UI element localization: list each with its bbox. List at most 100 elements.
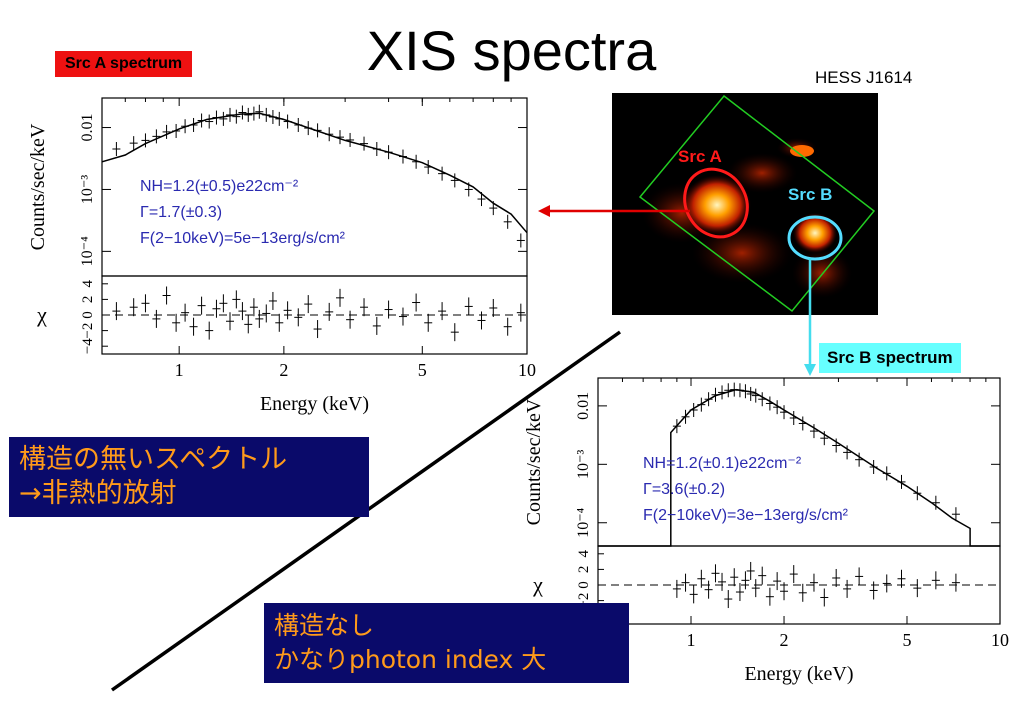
src-b-data-point (735, 383, 744, 398)
src-a-resid-point (181, 303, 190, 322)
src-b-ytick-label: 10⁻³ (575, 449, 592, 478)
src-a-resid-point (225, 312, 234, 331)
src-b-data-point (931, 495, 940, 510)
src-a-xlabel: Energy (keV) (260, 393, 369, 415)
src-b-data-point (773, 400, 782, 415)
src-a-resid-point (398, 307, 407, 326)
src-a-resid-point (313, 320, 322, 339)
src-b-data-point (897, 474, 906, 489)
src-a-data-point (424, 160, 433, 175)
src-b-arrowhead (804, 364, 816, 376)
src-a-data-point (477, 192, 486, 207)
src-b-param-line: NH=1.2(±0.1)e22cm⁻² (643, 455, 802, 472)
src-a-spectrum-chart: 1 2 5 10 0.01 10⁻³ 10⁻⁴ 4 2 0 −2−4 Energy (keV) Coun… (27, 97, 536, 415)
src-a-data-point (438, 166, 447, 181)
src-b-data-point (951, 507, 960, 522)
src-a-data-point (249, 106, 258, 121)
src-b-data-point (672, 419, 681, 434)
src-a-resid-point (275, 313, 284, 332)
src-b-resid-point (735, 583, 744, 602)
src-b-data-point (832, 438, 841, 453)
src-b-param-line: Γ=3.6(±0.2) (643, 481, 725, 498)
src-b-data-point (697, 397, 706, 412)
src-a-resid-point (336, 288, 345, 307)
src-b-resid-point (798, 583, 807, 602)
src-a-param-line: F(2−10keV)=5e−13erg/s/cm² (140, 230, 346, 247)
src-b-resid-point (913, 579, 922, 598)
src-a-data-point (244, 107, 253, 122)
src-b-resid-point (809, 573, 818, 592)
src-a-resid-point (112, 302, 121, 321)
note-src-b-line2: かなりphoton index 大 (274, 645, 547, 674)
src-b-resid-point (751, 579, 760, 598)
src-b-resid-point (741, 571, 750, 590)
src-a-data-point (197, 113, 206, 128)
src-a-data-point (262, 107, 271, 122)
src-b-data-point (855, 452, 864, 467)
src-a-resid-point (129, 298, 138, 317)
src-b-ytick-label: 0.01 (575, 392, 592, 420)
src-a-resid-tick-label: 2 (80, 296, 96, 304)
hess-label: HESS J1614 (815, 68, 913, 87)
src-b-data-point (681, 409, 690, 424)
src-a-resid-point (450, 323, 459, 342)
note-nonthermal-line2: →非熱的放射 (19, 478, 177, 509)
src-a-data-point (172, 123, 181, 138)
src-a-data-point (152, 129, 161, 144)
src-b-resid-point (773, 572, 782, 591)
src-a-resid-point (268, 291, 277, 310)
src-b-resid-point (882, 574, 891, 593)
src-a-data-point (346, 132, 355, 147)
src-a-resid-point (412, 293, 421, 312)
src-a-data-point (412, 154, 421, 169)
src-b-resid-point (730, 568, 739, 587)
src-a-data-point (181, 119, 190, 134)
src-b-ytick-label: 10⁻⁴ (575, 507, 592, 537)
src-b-ylabel: Counts/sec/keV (523, 398, 545, 525)
src-a-resid-point (255, 309, 264, 328)
src-b-resid-point (718, 572, 727, 591)
src-a-data-point (464, 182, 473, 197)
src-a-resid-point (503, 317, 512, 336)
src-b-data-point (913, 486, 922, 501)
src-a-data-point (112, 142, 121, 157)
src-b-param-line: F(2−10keV)=3e−13erg/s/cm² (643, 507, 849, 524)
src-a-ytick-label: 0.01 (79, 114, 96, 142)
src-a-xtick-label: 5 (418, 360, 427, 380)
src-a-resid-point (244, 315, 253, 334)
src-a-data-point (189, 117, 198, 132)
src-b-spectrum-tag: Src B spectrum (819, 343, 961, 373)
src-a-resid-point (189, 317, 198, 336)
src-a-circle (683, 167, 749, 239)
src-a-resid-point (262, 304, 271, 323)
src-a-resid-point (346, 310, 355, 329)
src-a-resid-tick-label: 4 (80, 280, 96, 288)
src-a-data-point (205, 114, 214, 129)
src-a-resid-point (464, 297, 473, 316)
src-a-data-point (304, 121, 313, 136)
src-a-image-label: Src A (678, 147, 722, 166)
src-b-data-point (765, 396, 774, 411)
src-a-ytick-label: 10⁻³ (79, 175, 96, 204)
src-b-resid-point (711, 564, 720, 583)
src-b-resid-point (765, 587, 774, 606)
src-b-model-line (598, 388, 1000, 547)
src-b-circle (787, 215, 843, 261)
src-a-data-point (255, 104, 264, 119)
src-b-data-point (780, 405, 789, 420)
src-b-resid-point (820, 588, 829, 607)
src-b-data-point (798, 416, 807, 431)
src-a-data-point (516, 233, 525, 248)
src-b-resid-point (951, 573, 960, 592)
src-a-resid-point (489, 298, 498, 317)
src-b-resid-tick-label: 4 (576, 550, 592, 558)
src-a-data-point (503, 214, 512, 229)
src-b-resid-point (789, 565, 798, 584)
note-nonthermal: 構造の無いスペクトル →非熱的放射 (9, 437, 369, 517)
src-a-resid-point (384, 300, 393, 319)
src-a-resid-point (438, 302, 447, 321)
src-b-resid-tick-label: 0 (576, 581, 592, 589)
src-b-resid-point (689, 585, 698, 604)
src-b-data-point (789, 411, 798, 426)
src-a-resid-point (372, 316, 381, 335)
